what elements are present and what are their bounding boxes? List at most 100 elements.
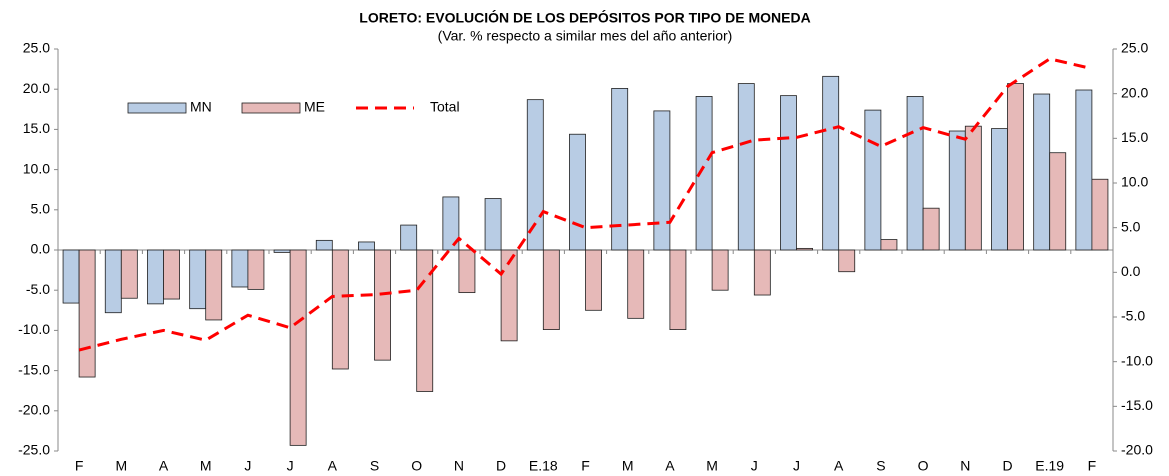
y2-tick-label: 25.0 <box>1121 40 1148 56</box>
bar <box>585 249 602 311</box>
bar <box>822 75 840 251</box>
bar <box>163 249 180 300</box>
x-tick-label: M <box>115 458 127 474</box>
line <box>78 57 1093 352</box>
bar <box>104 249 122 314</box>
legend-label: MN <box>190 99 212 115</box>
y-tick-label: 0.0 <box>31 241 51 257</box>
x-tick-label: M <box>706 458 718 474</box>
y-tick-label: -15.0 <box>18 361 50 377</box>
bar <box>864 109 882 251</box>
x-tick-label: A <box>665 458 675 474</box>
y-tick-label: 20.0 <box>23 80 50 96</box>
bar <box>400 224 418 251</box>
bar <box>231 249 249 288</box>
chart-subtitle: (Var. % respecto a similar mes del año a… <box>438 28 733 44</box>
bar <box>526 99 544 251</box>
bar <box>247 249 265 290</box>
bar <box>1075 89 1093 251</box>
y-tick-label: 5.0 <box>31 201 51 217</box>
legend-label: ME <box>304 99 325 115</box>
bar <box>653 110 671 251</box>
x-tick-label: J <box>287 458 294 474</box>
bar <box>669 249 687 330</box>
bar <box>189 249 207 310</box>
y2-tick-label: 0.0 <box>1121 263 1141 279</box>
x-tick-label: F <box>75 458 84 474</box>
bar <box>880 239 898 251</box>
y2-tick-label: 15.0 <box>1121 129 1148 145</box>
x-tick-label: D <box>496 458 506 474</box>
y-tick-label: -25.0 <box>18 442 50 458</box>
bar <box>62 249 80 304</box>
legend-label: Total <box>430 99 460 115</box>
x-tick-label: A <box>834 458 844 474</box>
bar <box>1033 93 1051 251</box>
bar <box>838 249 856 273</box>
bar <box>331 249 349 370</box>
y-tick-label: -20.0 <box>18 402 50 418</box>
bar <box>273 249 291 253</box>
bar <box>922 207 940 251</box>
bar <box>991 128 1008 251</box>
y2-tick-label: -10.0 <box>1121 352 1153 368</box>
y-tick-label: 15.0 <box>23 120 50 136</box>
bar <box>948 130 966 251</box>
x-tick-label: F <box>1088 458 1097 474</box>
bar <box>1091 178 1109 251</box>
bar <box>500 249 518 342</box>
x-tick-label: S <box>876 458 885 474</box>
y-tick-label: 25.0 <box>23 40 50 56</box>
bar <box>289 249 307 446</box>
x-tick-label: M <box>200 458 212 474</box>
legend-swatch <box>241 102 301 114</box>
x-tick-label: S <box>370 458 379 474</box>
y2-tick-label: -5.0 <box>1121 308 1145 324</box>
y2-tick-label: -15.0 <box>1121 397 1153 413</box>
bar <box>906 96 924 251</box>
bar <box>796 247 813 251</box>
x-tick-label: F <box>581 458 590 474</box>
x-tick-label: E.19 <box>1035 458 1064 474</box>
bar <box>1049 152 1067 251</box>
bar <box>753 249 771 296</box>
bar <box>964 125 982 251</box>
y2-tick-label: 5.0 <box>1121 218 1141 234</box>
bar <box>442 196 460 251</box>
y2-tick-label: 20.0 <box>1121 84 1148 100</box>
x-tick-label: M <box>622 458 634 474</box>
bar <box>569 133 586 251</box>
x-tick-label: A <box>159 458 169 474</box>
bar <box>542 249 560 330</box>
x-tick-label: D <box>1002 458 1012 474</box>
bar <box>695 96 713 251</box>
bar <box>780 95 797 251</box>
y2-tick-label: -20.0 <box>1121 442 1153 458</box>
bar <box>78 249 96 378</box>
x-tick-label: J <box>751 458 758 474</box>
x-tick-label: O <box>411 458 422 474</box>
legend-swatch <box>127 102 187 114</box>
bar <box>147 249 164 305</box>
y2-tick-label: 10.0 <box>1121 174 1148 190</box>
x-tick-label: O <box>918 458 929 474</box>
bar <box>484 198 502 251</box>
y-tick-label: -10.0 <box>18 321 50 337</box>
x-tick-label: N <box>454 458 464 474</box>
x-tick-label: N <box>960 458 970 474</box>
y-tick-label: 10.0 <box>23 160 50 176</box>
bar <box>1007 83 1024 251</box>
x-tick-label: J <box>793 458 800 474</box>
y-tick-label: -5.0 <box>26 281 50 297</box>
x-tick-label: J <box>244 458 251 474</box>
bar <box>315 239 333 251</box>
x-tick-label: A <box>328 458 338 474</box>
bar <box>711 249 729 291</box>
bar <box>737 83 755 251</box>
x-tick-label: E.18 <box>529 458 558 474</box>
bar <box>358 241 375 251</box>
bar <box>120 249 138 299</box>
bar <box>458 249 476 294</box>
